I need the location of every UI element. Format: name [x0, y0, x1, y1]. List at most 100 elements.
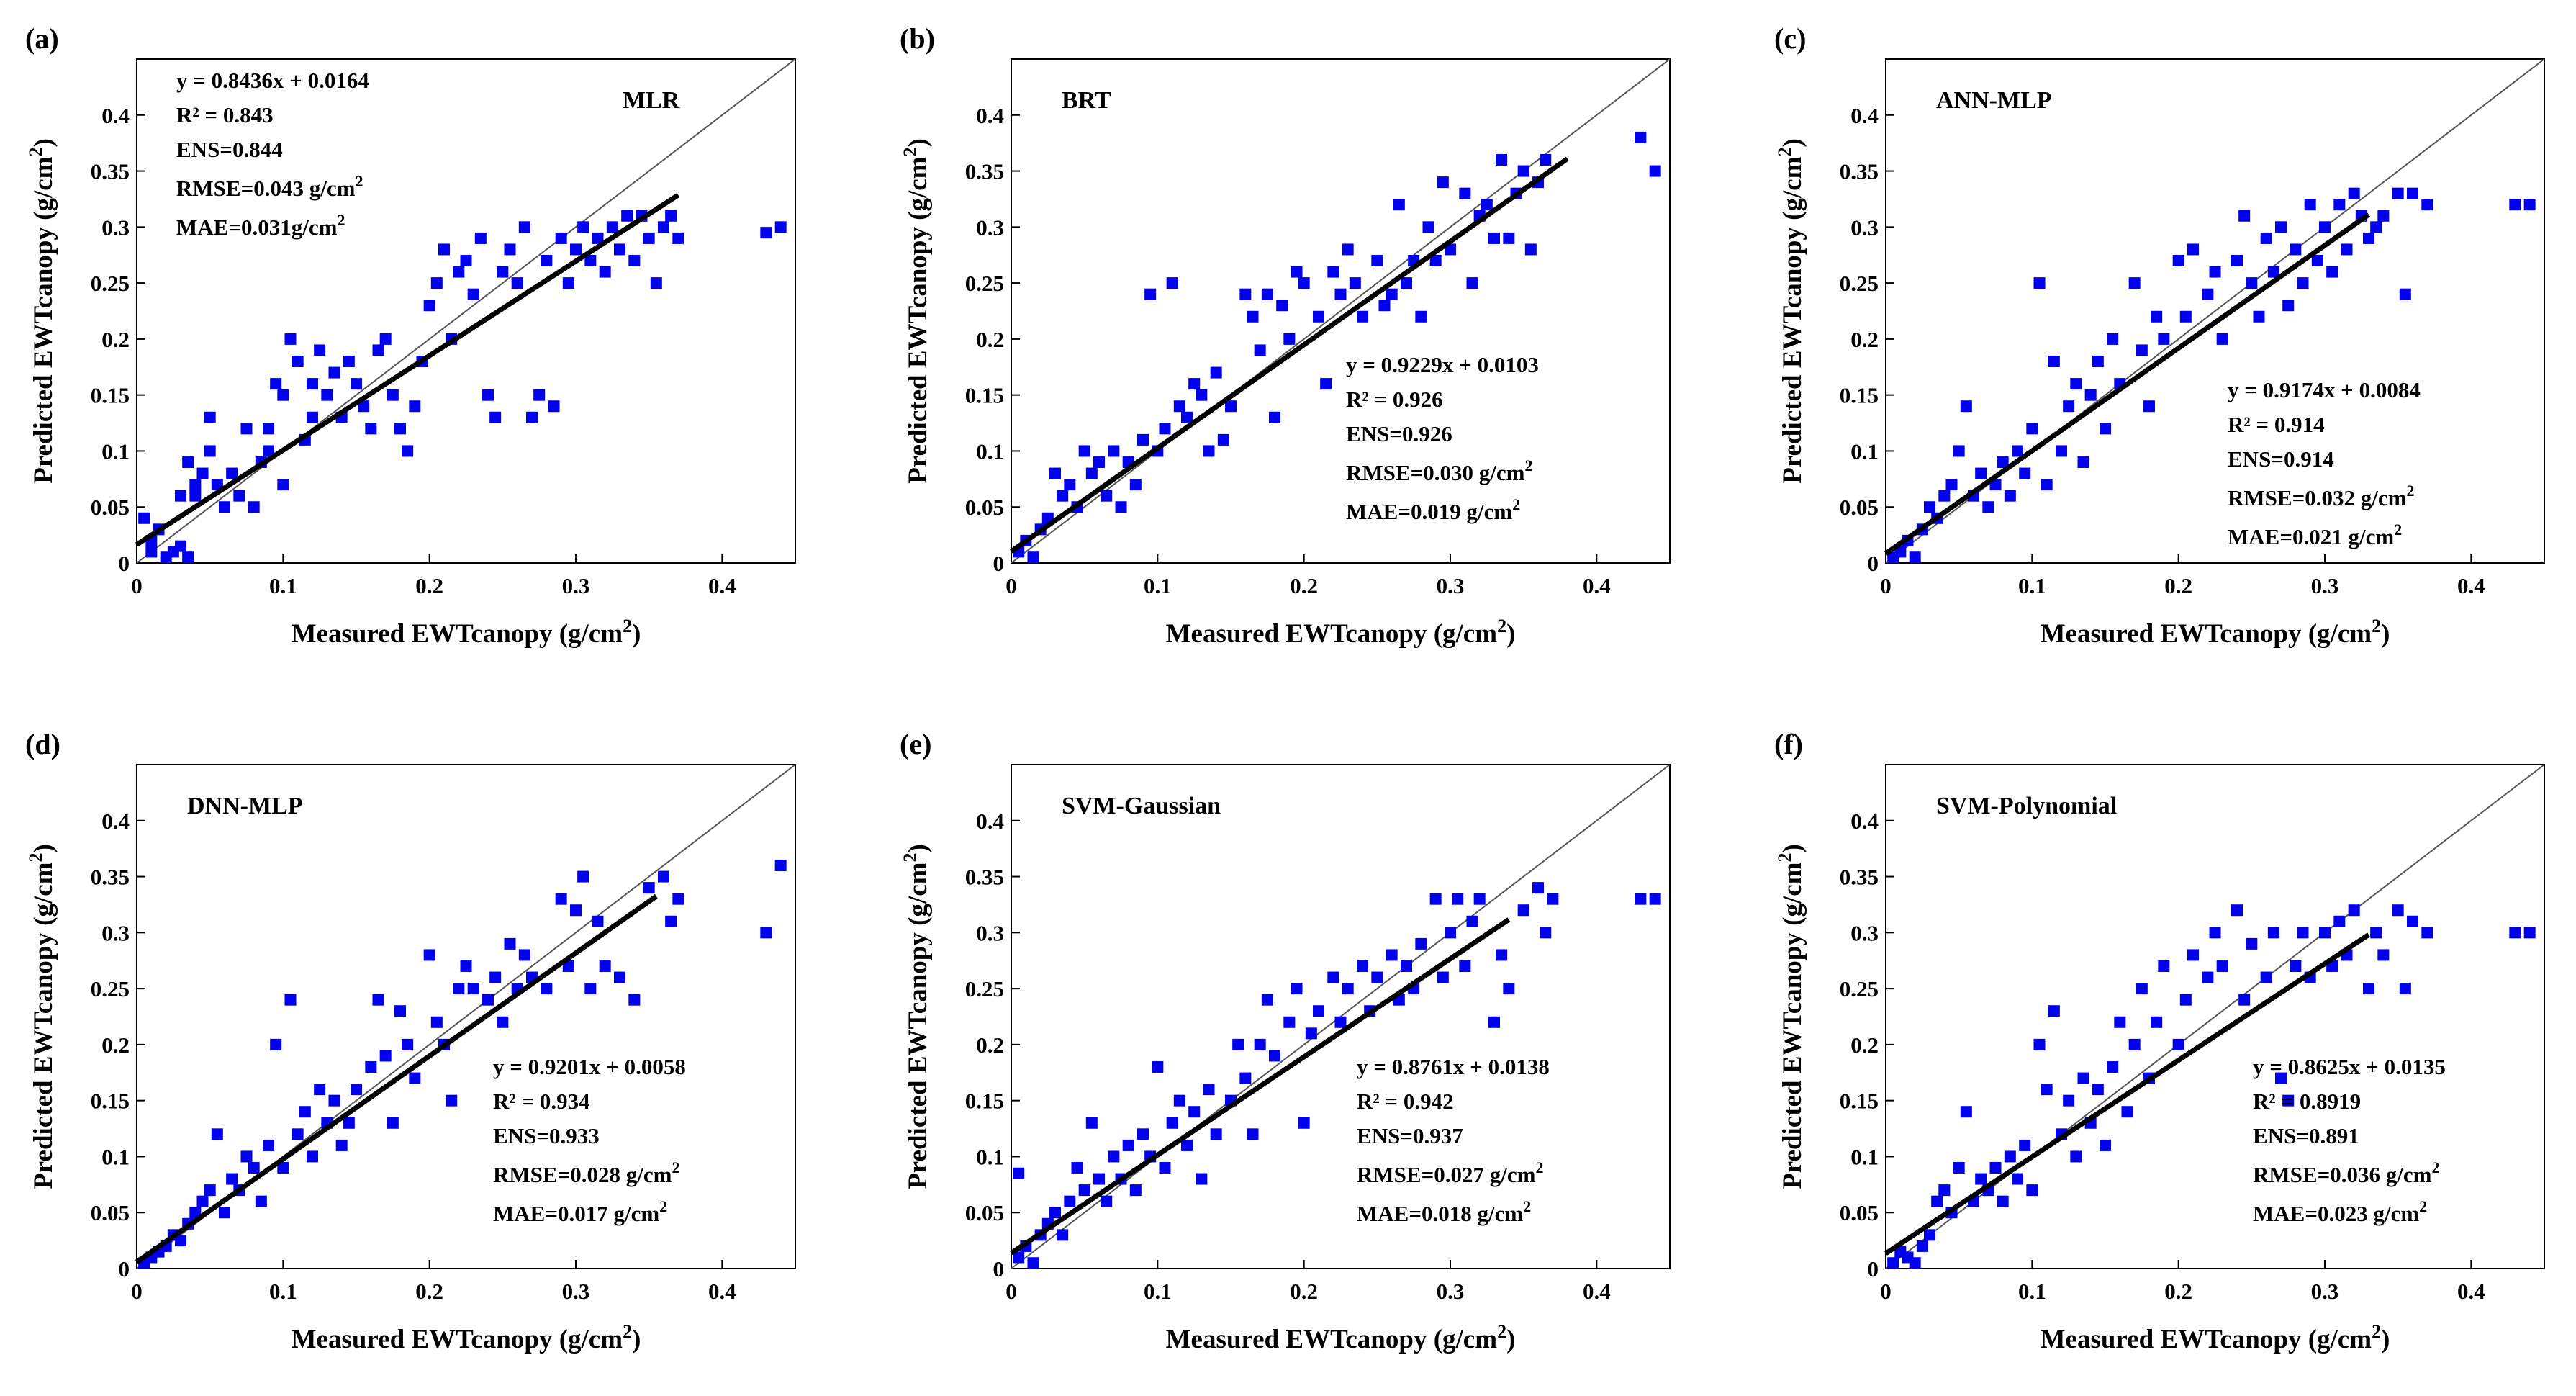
stat-superscript: 2	[337, 211, 345, 229]
data-point	[518, 949, 530, 961]
data-points	[138, 860, 787, 1269]
data-point	[211, 1128, 223, 1140]
data-point	[1357, 310, 1368, 323]
data-point	[1239, 288, 1252, 300]
data-point	[658, 221, 669, 233]
data-point	[2421, 199, 2433, 211]
data-point	[1415, 937, 1427, 950]
data-point	[2209, 927, 2221, 939]
data-point	[2063, 400, 2075, 413]
x-tick-label: 0.4	[708, 1279, 736, 1304]
data-points	[1013, 882, 1661, 1269]
panel-label: (e)	[900, 728, 931, 760]
stat-line: MAE=0.021 g/cm2	[2228, 521, 2402, 549]
data-point	[1989, 1162, 2002, 1174]
data-point	[2304, 199, 2316, 211]
stat-line: RMSE=0.028 g/cm2	[493, 1158, 679, 1187]
stat-line: RMSE=0.032 g/cm2	[2228, 482, 2414, 510]
y-axis-label: Predicted EWTcanopy (g/cm2)	[900, 138, 933, 484]
data-point	[1071, 1162, 1083, 1174]
data-point	[2143, 400, 2155, 413]
y-tick-label: 0.35	[1840, 159, 1879, 184]
data-point	[658, 870, 669, 883]
data-point	[1064, 1195, 1076, 1207]
data-point	[2048, 1005, 2060, 1017]
y-tick-label: 0.4	[101, 103, 130, 128]
y-tick-label: 0.2	[101, 1032, 130, 1058]
data-point	[394, 1005, 406, 1017]
data-point	[2019, 1139, 2031, 1151]
data-point	[1540, 154, 1552, 166]
stat-text: RMSE=0.032 g/cm	[2228, 485, 2407, 510]
y-axis-label-text: Predicted EWTcanopy (g/cm	[29, 156, 58, 483]
data-point	[1894, 546, 1907, 558]
data-point	[1415, 310, 1427, 323]
data-point	[2019, 467, 2031, 479]
stat-line: R² = 0.8919	[2253, 1089, 2361, 1114]
y-tick-label: 0.05	[91, 1200, 130, 1225]
y-tick-label: 0.05	[1840, 1200, 1879, 1225]
data-point	[277, 1162, 289, 1174]
data-point	[1517, 165, 1529, 177]
data-point	[365, 1061, 377, 1073]
data-point	[189, 490, 202, 502]
data-point	[299, 1106, 311, 1118]
data-point	[453, 983, 465, 995]
data-point	[277, 389, 289, 401]
x-tick-label: 0	[1880, 1279, 1892, 1304]
data-point	[1524, 243, 1537, 256]
panel-label: (c)	[1774, 22, 1806, 55]
data-point	[328, 366, 340, 379]
data-point	[1371, 971, 1383, 983]
data-point	[1532, 882, 1544, 894]
data-point	[1357, 960, 1368, 972]
data-point	[240, 423, 253, 435]
y-tick-label: 0.15	[965, 1089, 1004, 1114]
data-point	[599, 960, 611, 972]
data-point	[1283, 333, 1296, 345]
x-tick-label: 0.2	[1290, 573, 1318, 598]
data-point	[292, 356, 304, 367]
data-point	[351, 378, 362, 390]
y-tick-label: 0.35	[1840, 865, 1879, 890]
stat-line: y = 0.8625x + 0.0135	[2253, 1054, 2446, 1079]
y-tick-label: 0.25	[1840, 271, 1879, 296]
y-tick-label: 0.2	[101, 327, 130, 352]
data-point	[2070, 378, 2082, 390]
stat-line: ENS=0.926	[1346, 421, 1452, 446]
data-point	[1291, 983, 1303, 995]
data-point	[1298, 277, 1310, 289]
stat-text: MAE=0.017 g/cm	[493, 1201, 659, 1226]
stat-superscript: 2	[1512, 495, 1520, 513]
data-point	[2370, 221, 2382, 233]
data-point	[526, 411, 538, 423]
data-point	[226, 1173, 238, 1185]
data-point	[1313, 1005, 1324, 1017]
data-point	[548, 400, 560, 413]
data-point	[409, 400, 421, 413]
stat-text: R² = 0.914	[2228, 412, 2325, 437]
data-point	[248, 501, 260, 513]
data-points	[138, 210, 787, 564]
data-point	[774, 221, 787, 233]
data-point	[2216, 333, 2228, 345]
stat-line: RMSE=0.027 g/cm2	[1357, 1158, 1543, 1187]
data-point	[555, 232, 567, 244]
data-point	[1334, 288, 1347, 300]
data-point	[2253, 310, 2265, 323]
data-point	[1649, 893, 1661, 905]
data-point	[1129, 1184, 1142, 1197]
data-point	[2370, 927, 2382, 939]
data-point	[2136, 344, 2148, 356]
data-point	[372, 344, 384, 356]
data-point	[2509, 199, 2521, 211]
stat-line: y = 0.9229x + 0.0103	[1346, 352, 1539, 377]
data-point	[2026, 1184, 2038, 1197]
data-point	[2209, 266, 2221, 278]
x-tick-label: 0	[1005, 1279, 1017, 1304]
data-point	[453, 266, 465, 278]
data-point	[430, 1016, 443, 1028]
y-tick-label: 0.2	[1850, 327, 1879, 352]
data-point	[1247, 310, 1259, 323]
data-point	[2363, 983, 2374, 995]
